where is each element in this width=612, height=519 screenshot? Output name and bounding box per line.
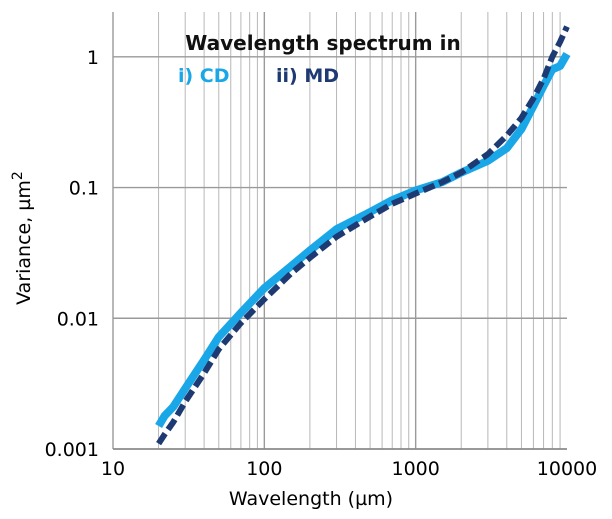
legend-entry-md: ii) MD bbox=[276, 65, 339, 87]
series-line-md bbox=[156, 25, 570, 446]
y-tick-label: 0.1 bbox=[69, 178, 99, 200]
x-tick-label: 1000 bbox=[391, 458, 439, 480]
chart-title: Wavelength spectrum in bbox=[185, 31, 460, 55]
y-axis-title-superscript: 2 bbox=[10, 171, 26, 180]
y-axis-title: Variance, µm2 bbox=[10, 171, 35, 305]
series-line-cd bbox=[155, 52, 571, 429]
y-tick-label: 1 bbox=[87, 47, 99, 69]
x-tick-label: 10 bbox=[101, 458, 125, 480]
x-tick-label: 100 bbox=[246, 458, 282, 480]
series-layer bbox=[155, 25, 571, 446]
y-ticks: 0.001 0.01 0.1 1 bbox=[45, 47, 99, 461]
x-axis-title: Wavelength (µm) bbox=[229, 488, 393, 510]
x-tick-label: 10000 bbox=[537, 458, 597, 480]
y-tick-label: 0.01 bbox=[57, 308, 99, 330]
y-axis-title-text: Variance, µm bbox=[13, 180, 35, 305]
y-tick-label: 0.001 bbox=[45, 439, 99, 461]
y-axis-title-group: Variance, µm2 bbox=[10, 171, 35, 305]
legend-entry-cd: i) CD bbox=[178, 65, 230, 87]
x-ticks: 10 100 1000 10000 bbox=[101, 458, 597, 480]
